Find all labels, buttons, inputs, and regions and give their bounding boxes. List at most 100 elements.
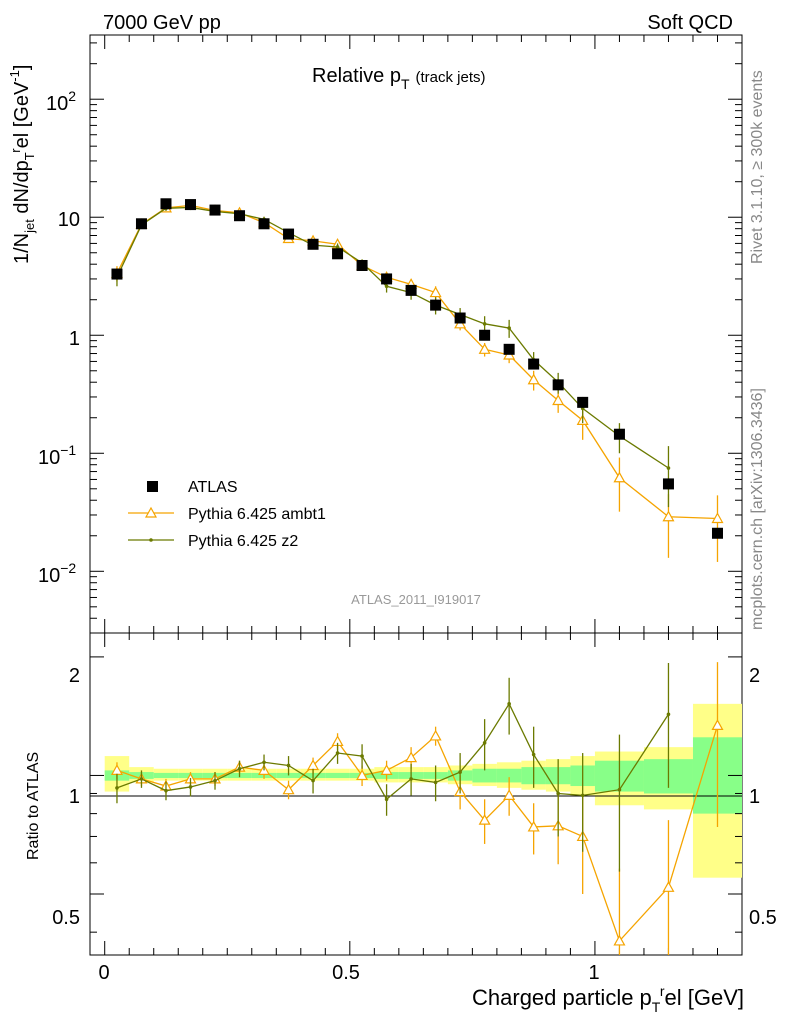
ratio-point-ambt1 [429, 729, 442, 741]
plot-title-sub: T [401, 76, 410, 92]
ratio-point-z2 [482, 741, 487, 745]
ratio-point-ambt1 [662, 881, 675, 892]
xtick-label-0.5: 0.5 [332, 962, 360, 984]
xlabel-part-b: T [652, 999, 661, 1015]
ratio-ytick-label-2-right: 2 [749, 665, 760, 687]
main-point-atlas [332, 248, 344, 260]
main-point-atlas [234, 210, 246, 222]
main-series [110, 198, 724, 562]
main-point-atlas [258, 218, 270, 230]
ratio-band-inner [153, 772, 179, 779]
ratio-point-z2 [139, 777, 144, 781]
ratio-point-z2 [311, 778, 315, 783]
ylabel-part-c: dN/dp [11, 160, 33, 219]
main-ytick-label-1: 1 [69, 328, 80, 350]
header-right-label: Soft QCD [647, 12, 733, 34]
main-point-atlas [184, 199, 196, 211]
main-point-atlas [528, 358, 540, 370]
main-point-atlas [160, 198, 172, 210]
main-ytick-0.01-base: 10 [38, 565, 60, 587]
main-point-atlas [381, 273, 393, 285]
main-ytick-0.1-base: 10 [38, 447, 60, 469]
ratio-band-inner [472, 768, 497, 783]
main-point-atlas [613, 428, 625, 440]
ratio-point-ambt1 [380, 764, 393, 775]
main-ticks [90, 35, 743, 634]
legend-z2-label: Pythia 6.425 z2 [188, 533, 298, 550]
plot-title-main: Relative p [312, 65, 401, 87]
main-point-ambt1 [711, 512, 724, 524]
main-point-atlas [209, 204, 221, 216]
ratio-ytick-label-0.5: 0.5 [52, 907, 80, 929]
ratio-ytick-label-1-right: 1 [749, 786, 760, 808]
main-point-atlas [307, 238, 319, 250]
ratio-point-z2 [213, 778, 217, 783]
ratio-point-z2 [458, 770, 462, 774]
main-point-atlas [662, 478, 674, 490]
ylabel-part-e: r [8, 148, 23, 153]
rivet-label: Rivet 3.1.10, ≥ 300k events [749, 70, 766, 264]
ratio-point-z2 [617, 787, 622, 792]
main-point-z2 [335, 245, 340, 249]
ratio-point-ambt1 [356, 769, 369, 781]
legend-atlas-label: ATLAS [188, 479, 238, 496]
legend: ATLAS Pythia 6.425 ambt1 Pythia 6.425 z2 [128, 479, 326, 550]
ratio-point-z2 [556, 791, 560, 796]
x-axis-label: Charged particle pTrel [GeV] [472, 983, 744, 1015]
ratio-point-z2 [507, 702, 511, 706]
ratio-point-z2 [666, 712, 671, 717]
legend-ambt1-label: Pythia 6.425 ambt1 [188, 506, 326, 523]
main-ytick-label-100: 102 [46, 88, 76, 115]
main-point-atlas [283, 228, 295, 240]
ratio-ticks [90, 633, 743, 955]
ratio-point-z2 [262, 760, 266, 765]
xtick-label-1: 1 [588, 962, 599, 984]
ratio-point-z2 [115, 786, 119, 790]
ratio-point-z2 [335, 751, 340, 755]
main-ytick-label-10: 10 [58, 209, 80, 231]
ylabel-part-a: 1/N [11, 233, 33, 264]
ratio-point-z2 [433, 780, 438, 785]
main-point-atlas [577, 396, 589, 408]
main-panel: Relative pT (track jets) 102 10 1 10−1 10… [7, 34, 743, 634]
main-line-z2 [116, 206, 669, 469]
main-point-atlas [479, 329, 491, 341]
ratio-point-z2 [188, 785, 193, 789]
analysis-watermark: ATLAS_2011_I919017 [351, 592, 481, 607]
main-point-z2 [507, 326, 511, 330]
ratio-point-z2 [286, 763, 291, 768]
ratio-point-z2 [237, 766, 242, 771]
ratio-series [110, 662, 724, 955]
ratio-band-inner [325, 772, 350, 779]
ratio-point-z2 [409, 777, 413, 781]
main-point-atlas [552, 379, 564, 391]
main-point-z2 [666, 466, 671, 470]
main-line-ambt1 [116, 204, 718, 520]
ratio-point-z2 [164, 788, 168, 793]
ratio-point-ambt1 [711, 719, 724, 730]
legend-ambt1-marker [144, 506, 158, 518]
ratio-bands [104, 703, 742, 878]
ratio-point-z2 [384, 797, 389, 802]
header-left-label: 7000 GeV pp [103, 12, 221, 34]
ratio-band-inner [276, 772, 301, 779]
ratio-panel: 2 1 0.5 2 1 0.5 Ratio to ATLAS 0 0.5 1 C… [25, 632, 777, 1015]
ratio-point-ambt1 [527, 820, 540, 832]
main-point-z2 [384, 284, 389, 289]
main-ytick-label-0.1: 10−1 [38, 442, 76, 469]
main-ytick-label-0.01: 10−2 [38, 560, 76, 587]
main-point-ambt1 [552, 394, 565, 406]
main-ytick-100-exp: 2 [68, 88, 76, 104]
ratio-ytick-label-1: 1 [69, 786, 80, 808]
main-point-z2 [482, 322, 487, 326]
ratio-point-ambt1 [503, 789, 516, 800]
plot-title: Relative pT (track jets) [312, 65, 486, 92]
ratio-band-inner [496, 768, 522, 783]
ylabel-part-d: T [22, 152, 37, 160]
main-point-atlas [430, 299, 442, 311]
xlabel-part-d: el [GeV] [665, 985, 744, 1010]
main-ytick-0.01-exp: −2 [60, 560, 76, 576]
ratio-point-ambt1 [282, 783, 295, 795]
xlabel-part-a: Charged particle p [472, 985, 652, 1010]
mcplots-label: mcplots.cern.ch [arXiv:1306.3436] [749, 388, 766, 630]
